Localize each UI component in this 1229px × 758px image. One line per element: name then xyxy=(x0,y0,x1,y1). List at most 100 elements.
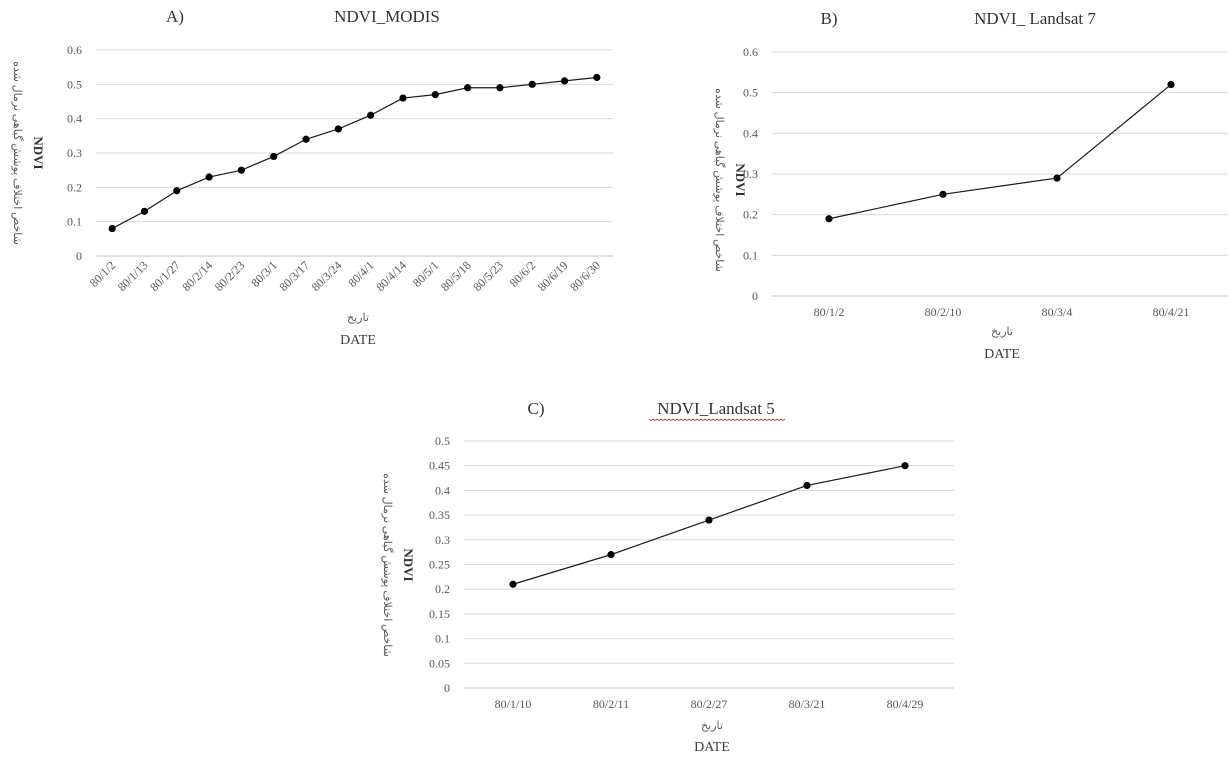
data-point xyxy=(173,187,181,195)
x-tick-label: 80/5/1 xyxy=(410,258,442,290)
data-point xyxy=(205,173,213,181)
y-tick-label: 0.3 xyxy=(67,146,82,160)
data-point xyxy=(108,224,116,233)
x-tick-label: 80/6/2 xyxy=(507,258,539,290)
y-tick-label: 0.4 xyxy=(743,126,758,140)
x-tick-label: 80/5/23 xyxy=(470,258,506,294)
y-tick-label: 0.3 xyxy=(435,533,450,547)
x-tick-label: 80/3/24 xyxy=(309,258,345,294)
panel-label: A) xyxy=(166,7,184,26)
data-point xyxy=(901,462,909,470)
y-tick-label: 0.3 xyxy=(743,167,758,181)
panel-label: C) xyxy=(528,399,545,418)
data-point xyxy=(1053,174,1061,182)
data-point xyxy=(825,215,833,223)
y-tick-label: 0.5 xyxy=(435,434,450,448)
panel-label: B) xyxy=(821,9,838,28)
data-point xyxy=(528,80,536,88)
x-tick-label: 80/1/10 xyxy=(495,697,532,711)
data-point xyxy=(593,73,601,82)
data-point xyxy=(140,207,149,215)
y-tick-label: 0.45 xyxy=(429,459,450,473)
x-tick-label: 80/4/1 xyxy=(345,258,377,290)
y-tick-label: 0 xyxy=(752,289,758,303)
chart-title: NDVI_Landsat 5 xyxy=(657,399,775,418)
x-tick-label: 80/1/27 xyxy=(147,258,183,294)
x-axis-label-fa: تاریخ xyxy=(701,720,723,732)
data-point xyxy=(367,111,375,119)
y-tick-label: 0.5 xyxy=(67,77,82,91)
x-tick-label: 80/1/2 xyxy=(87,258,119,290)
x-tick-label: 80/4/29 xyxy=(887,697,924,711)
data-point xyxy=(237,166,246,174)
x-axis-label-en: DATE xyxy=(340,333,376,348)
y-tick-label: 0.05 xyxy=(429,656,450,670)
y-axis-label-en: NDVI xyxy=(401,548,416,581)
data-point xyxy=(431,91,439,99)
x-tick-label: 80/4/21 xyxy=(1153,305,1190,319)
series-line xyxy=(111,76,597,230)
y-axis-label-en: NDVI xyxy=(31,136,46,169)
data-point xyxy=(496,84,504,92)
chart-panel-a: A) NDVI_MODIS00.10.20.30.40.50.680/1/280/… xyxy=(11,7,613,348)
y-tick-label: 0.2 xyxy=(67,180,82,194)
data-point xyxy=(334,125,342,133)
series-line xyxy=(512,465,906,585)
x-tick-label: 80/3/4 xyxy=(1042,305,1073,319)
y-tick-label: 0.15 xyxy=(429,607,450,621)
y-tick-label: 0 xyxy=(76,249,82,263)
x-tick-label: 80/3/21 xyxy=(789,697,826,711)
data-point xyxy=(560,77,569,85)
x-tick-label: 80/2/10 xyxy=(925,305,962,319)
data-point xyxy=(939,190,947,198)
y-tick-label: 0.2 xyxy=(435,582,450,596)
data-point xyxy=(607,551,615,559)
y-tick-label: 0.6 xyxy=(67,43,82,57)
y-tick-label: 0.5 xyxy=(743,86,758,100)
data-point xyxy=(399,94,407,102)
x-tick-label: 80/1/2 xyxy=(814,305,845,319)
y-tick-label: 0.4 xyxy=(435,483,450,497)
chart-title: NDVI_MODIS xyxy=(334,7,440,26)
x-tick-label: 80/6/19 xyxy=(535,258,571,294)
x-tick-label: 80/4/14 xyxy=(373,258,409,294)
spellcheck-underline xyxy=(648,418,786,421)
x-axis-label-en: DATE xyxy=(694,740,730,755)
data-point xyxy=(509,580,517,588)
y-axis-label-fa: شاخص اختلاف پوشش گیاهی نرمال شده xyxy=(11,61,24,245)
y-axis-label-fa: شاخص اختلاف پوشش گیاهی نرمال شده xyxy=(713,88,726,272)
data-point xyxy=(803,481,811,490)
y-tick-label: 0.35 xyxy=(429,508,450,522)
x-axis-label-fa: تاریخ xyxy=(347,312,369,324)
y-tick-label: 0 xyxy=(444,681,450,695)
y-tick-label: 0.4 xyxy=(67,112,82,126)
y-tick-label: 0.1 xyxy=(435,632,450,646)
y-axis-label-en: NDVI xyxy=(733,163,748,196)
data-point xyxy=(302,135,310,143)
y-tick-label: 0.25 xyxy=(429,558,450,572)
x-axis-label-en: DATE xyxy=(984,347,1020,362)
data-point xyxy=(1167,80,1175,89)
chart-title: NDVI_ Landsat 7 xyxy=(974,9,1096,28)
data-point xyxy=(270,152,278,161)
x-tick-label: 80/3/1 xyxy=(248,258,280,290)
x-axis-label-fa: تاریخ xyxy=(991,326,1013,338)
y-tick-label: 0.6 xyxy=(743,45,758,59)
y-axis-label-fa: شاخص اختلاف پوشش گیاهی نرمال شده xyxy=(381,473,394,657)
x-tick-label: 80/5/18 xyxy=(438,258,474,294)
x-tick-label: 80/3/17 xyxy=(276,258,312,294)
y-tick-label: 0.2 xyxy=(743,208,758,222)
data-point xyxy=(705,516,713,524)
data-point xyxy=(463,84,472,92)
x-tick-label: 80/2/27 xyxy=(691,697,728,711)
y-tick-label: 0.1 xyxy=(67,215,82,229)
x-tick-label: 80/2/14 xyxy=(179,258,215,294)
chart-panel-c: C) NDVI_Landsat 5 0 0.05 0.1 0.15 0.2 0.25 0.3 0.… xyxy=(381,399,954,755)
series-line xyxy=(828,84,1172,220)
x-tick-label: 80/2/11 xyxy=(593,697,629,711)
x-tick-label: 80/2/23 xyxy=(212,258,248,294)
x-tick-label: 80/6/30 xyxy=(567,258,603,294)
y-tick-label: 0.1 xyxy=(743,248,758,262)
x-tick-label: 80/1/13 xyxy=(115,258,151,294)
